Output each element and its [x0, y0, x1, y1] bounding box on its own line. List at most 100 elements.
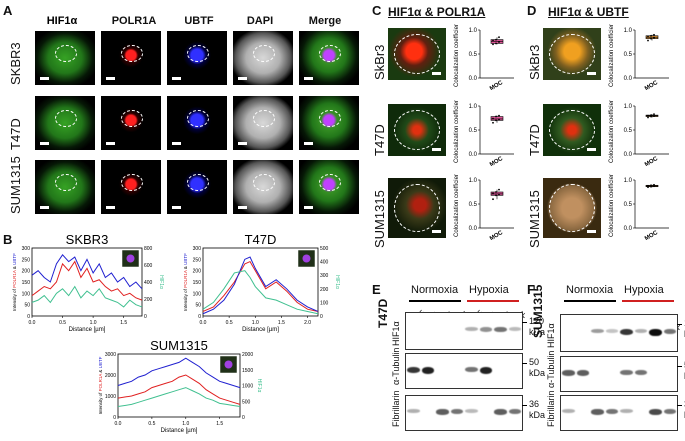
- chart-title: SKBR3: [66, 232, 109, 247]
- y-tick-label: 0.5: [469, 128, 478, 134]
- band: [562, 370, 575, 376]
- y-axis-label: Intensity of POLR1A & UBTF: [183, 253, 188, 311]
- x-tick-label: 1.0: [182, 421, 189, 427]
- band: [620, 409, 633, 414]
- condition-label-0: Normoxia: [566, 284, 614, 296]
- series-line-POLR1A: [31, 260, 143, 301]
- panel-c-title: HIF1α & POLR1A: [388, 5, 486, 19]
- y-right-tick-label: 2000: [242, 352, 253, 358]
- data-point: [492, 39, 494, 42]
- micrograph-tile: [233, 160, 293, 214]
- line-chart-1: T47D 0.0 0.5 1.0 1.5 2.0 Distance [µm] 0 50 100 15…: [183, 232, 340, 333]
- blot-strip: [560, 356, 678, 392]
- micrograph-tile: [35, 160, 95, 214]
- x-axis-label: MOC: [644, 80, 660, 90]
- x-tick-label: 0.0: [115, 421, 122, 427]
- coloc-image: [388, 104, 446, 156]
- panel-letter-a: A: [3, 3, 13, 18]
- band: [465, 327, 478, 331]
- y-axis-label: Colocalization coefficient: [454, 100, 460, 163]
- series-line-POLR1A: [117, 374, 241, 405]
- y-tick-label: 2000: [105, 373, 116, 379]
- blot-strip: [405, 312, 523, 350]
- series-line-HIF1α: [31, 285, 143, 308]
- coloc-image: [388, 178, 446, 238]
- scale-bar: [40, 142, 49, 145]
- row-label: T47D: [527, 124, 542, 156]
- line-chart-0: SKBR3 0.0 0.5 1.0 1.5 Distance [µm] 0 50 100 150 2…: [12, 232, 164, 333]
- band: [605, 329, 618, 333]
- x-tick-label: 1.5: [120, 320, 127, 326]
- data-point: [647, 186, 649, 189]
- data-point: [647, 116, 649, 119]
- x-axis-label: Distance [µm]: [242, 327, 279, 333]
- scale-bar: [172, 206, 181, 209]
- kda-marker-unit: kDa: [529, 368, 546, 378]
- data-point: [498, 118, 500, 121]
- band: [465, 367, 478, 373]
- micrograph-tile: [299, 31, 359, 85]
- y-tick-label: 0.0: [469, 76, 478, 82]
- x-axis-label: Distance [µm]: [69, 327, 106, 333]
- y-right-axis-label: HIF1α: [158, 275, 164, 289]
- x-axis-label: MOC: [489, 80, 505, 90]
- y-axis-label: Colocalization coefficient: [454, 174, 460, 237]
- y-tick-label: 0.5: [624, 128, 633, 134]
- x-axis-label: MOC: [644, 230, 660, 240]
- band: [479, 367, 492, 374]
- data-point: [495, 191, 497, 193]
- scale-bar: [238, 142, 247, 145]
- protein-label: HIF1α: [391, 321, 401, 346]
- panel-a-header-0: HIF1α: [46, 15, 78, 27]
- y-tick-label: 300: [193, 246, 202, 252]
- band: [634, 370, 647, 376]
- y-tick-label: 300: [22, 246, 31, 252]
- condition-label-1: Hypoxia: [469, 284, 509, 296]
- band: [479, 327, 492, 332]
- x-axis-label: Distance [µm]: [161, 428, 198, 434]
- y-right-tick-label: 500: [242, 399, 251, 405]
- line-chart-2: SUM1315 0.0 0.5 1.0 1.5 Distance [µm] 0 1000 200…: [98, 338, 262, 434]
- band: [591, 329, 604, 334]
- box-plot: 0.0 0.5 1.0 MOC Colocalization coefficient: [454, 174, 514, 240]
- series-line-HIF1α: [117, 387, 241, 407]
- y-right-tick-label: 200: [144, 297, 153, 303]
- x-tick-label: 1.0: [252, 320, 259, 326]
- panel-a-row-label-2: SUM1315: [8, 156, 23, 214]
- band: [649, 409, 662, 416]
- band: [605, 409, 618, 415]
- micrograph-tile: [233, 31, 293, 85]
- box-plot: 0.0 0.5 1.0 MOC Colocalization coefficient: [454, 100, 514, 166]
- band: [591, 409, 604, 415]
- series-line-UBTF: [31, 253, 143, 290]
- data-point: [653, 115, 655, 117]
- data-point: [495, 38, 497, 41]
- y-right-tick-label: 200: [320, 287, 329, 293]
- data-point: [492, 117, 494, 120]
- blot-strip: [405, 395, 523, 431]
- box-plot: 0.0 0.5 1.0 MOC Colocalization coefficient: [609, 174, 669, 240]
- coloc-image: [543, 28, 601, 80]
- y-right-tick-label: 600: [144, 263, 153, 269]
- panel-a-header-2: UBTF: [184, 15, 214, 27]
- chart-title: SUM1315: [150, 338, 208, 353]
- y-tick-label: 0.5: [624, 202, 633, 208]
- data-point: [495, 119, 497, 122]
- panel-a-header-3: DAPI: [246, 15, 274, 27]
- band: [562, 409, 575, 414]
- data-point: [492, 121, 494, 124]
- condition-bar: [622, 300, 674, 302]
- y-tick-label: 200: [193, 269, 202, 275]
- coloc-image: [388, 28, 446, 80]
- band: [663, 329, 676, 335]
- y-axis-label: Colocalization coefficient: [454, 24, 460, 87]
- y-axis-label: Colocalization coefficient: [609, 100, 615, 163]
- y-tick-label: 1.0: [624, 28, 633, 34]
- scale-bar: [172, 142, 181, 145]
- y-tick-label: 0.5: [469, 202, 478, 208]
- micrograph-tile: [167, 96, 227, 150]
- box-plot: 0.0 0.5 1.0 MOC Colocalization coefficient: [454, 24, 514, 90]
- y-right-tick-label: 0: [242, 415, 245, 421]
- protein-label: HIF1α: [546, 323, 556, 348]
- y-tick-label: 0.5: [469, 52, 478, 58]
